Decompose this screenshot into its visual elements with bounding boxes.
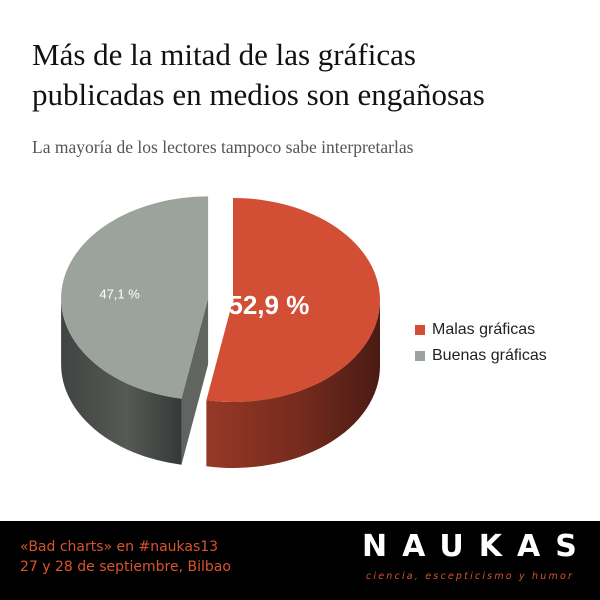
- data-label-malas: 52,9 %: [228, 290, 309, 320]
- legend-swatch-malas: [415, 325, 425, 335]
- page-title: Más de la mitad de las gráficas publicad…: [32, 35, 572, 115]
- pie-chart: 52,9 % 47,1 %: [61, 196, 380, 468]
- naukas-tagline: ciencia, escepticismo y humor: [366, 571, 575, 582]
- legend-label-buenas: Buenas gráficas: [432, 347, 547, 364]
- chart-legend: Malas gráficas Buenas gráficas: [415, 317, 547, 369]
- legend-item-malas: Malas gráficas: [415, 317, 547, 343]
- data-label-buenas: 47,1 %: [99, 286, 140, 301]
- legend-swatch-buenas: [415, 351, 425, 361]
- slice-buenas-side: [61, 298, 182, 465]
- naukas-logo: NAUKAS: [362, 529, 592, 564]
- event-dates: 27 y 28 de septiembre, Bilbao: [20, 559, 231, 575]
- slice-malas-top: [206, 198, 380, 402]
- slice-buenas-wall-0: [181, 298, 209, 465]
- legend-label-malas: Malas gráficas: [432, 321, 536, 338]
- event-title: «Bad charts» en #naukas13: [20, 539, 219, 555]
- slice-buenas-top: [61, 196, 209, 399]
- title-line-2: publicadas en medios son engañosas: [32, 77, 485, 112]
- legend-item-buenas: Buenas gráficas: [415, 343, 547, 369]
- title-line-1: Más de la mitad de las gráficas: [32, 37, 416, 72]
- page-subtitle: La mayoría de los lectores tampoco sabe …: [32, 137, 414, 157]
- footer-banner: «Bad charts» en #naukas13 27 y 28 de sep…: [0, 521, 600, 600]
- slice-malas-side: [206, 300, 380, 468]
